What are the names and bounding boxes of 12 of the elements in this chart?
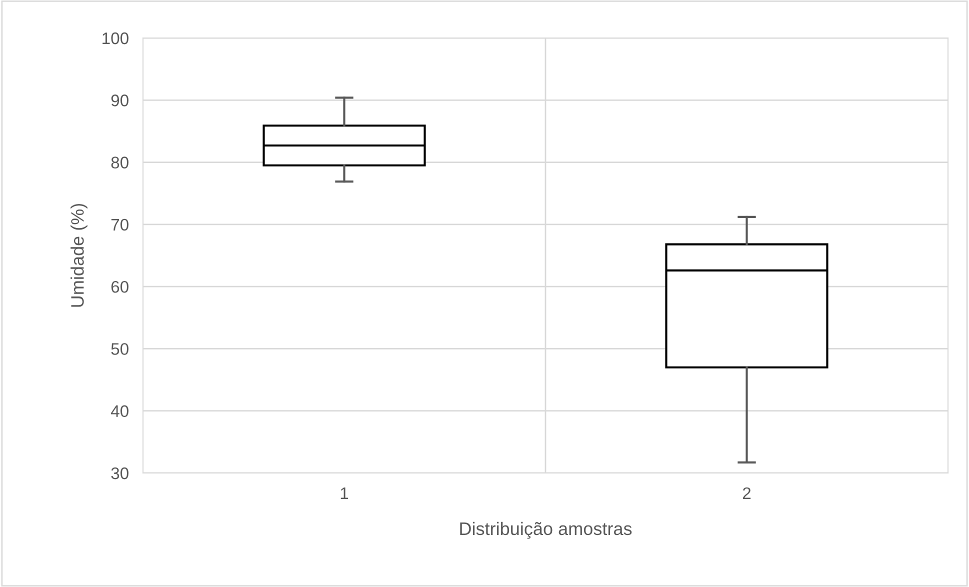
y-tick-label: 90 xyxy=(111,94,128,106)
y-tick-label: 100 xyxy=(102,32,128,44)
y-tick-label: 40 xyxy=(110,405,128,418)
y-axis-title: Umidade (%) xyxy=(70,204,88,307)
y-tick-label: 70 xyxy=(111,218,128,231)
y-tick-label: 60 xyxy=(111,280,128,293)
x-axis-title: Distribuição amostras xyxy=(460,522,632,539)
y-tick-label: 30 xyxy=(111,467,128,480)
x-tick-label: 2 xyxy=(742,487,751,499)
y-tick-label: 80 xyxy=(111,156,128,168)
y-tick-label: 50 xyxy=(111,343,128,355)
x-tick-label: 1 xyxy=(340,488,348,499)
